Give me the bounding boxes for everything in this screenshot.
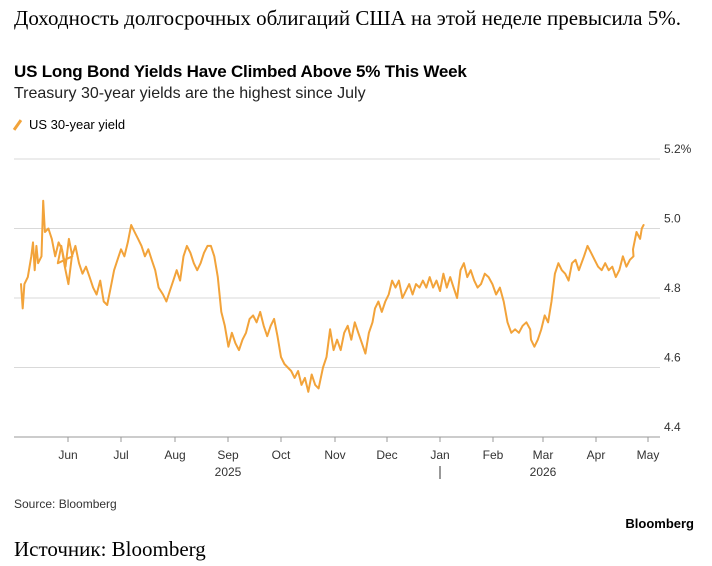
- x-tick-label: May: [637, 448, 660, 462]
- line-chart: 4.4 4.6 4.8 5.0 5.2% Jun Jul Aug Sep Oct Nov Dec Ja…: [14, 142, 692, 479]
- x-tick-label: Feb: [483, 448, 504, 462]
- chart-legend: US 30-year yield: [12, 117, 126, 132]
- source-note: Source: Bloomberg: [14, 497, 117, 511]
- chart-subtitle: Treasury 30-year yields are the highest …: [14, 85, 366, 102]
- x-year-label: 2025: [215, 465, 242, 479]
- x-tick-label: Jun: [58, 448, 77, 462]
- x-tick-label: Jul: [113, 448, 128, 462]
- y-tick-label: 4.6: [664, 351, 681, 365]
- y-tick-label: 4.4: [664, 420, 681, 434]
- x-tick-label: Mar: [533, 448, 554, 462]
- y-tick-label: 5.0: [664, 212, 681, 226]
- chart-title: US Long Bond Yields Have Climbed Above 5…: [14, 62, 467, 81]
- x-tick-label: Nov: [324, 448, 345, 462]
- article-caption: Источник: Bloomberg: [14, 537, 206, 561]
- brand-logo: Bloomberg: [625, 516, 694, 531]
- x-tick-label: Oct: [272, 448, 291, 462]
- legend-label: US 30-year yield: [29, 117, 126, 132]
- y-axis-tick-labels: 4.4 4.6 4.8 5.0 5.2%: [664, 142, 692, 434]
- y-tick-label: 4.8: [664, 281, 681, 295]
- y-tick-label: 5.2%: [664, 142, 692, 156]
- x-axis: Jun Jul Aug Sep Oct Nov Dec Jan Feb Mar Apr May 2025…: [58, 437, 659, 479]
- x-tick-label: Jan: [430, 448, 449, 462]
- x-tick-label: Dec: [376, 448, 397, 462]
- x-tick-label: Sep: [217, 448, 239, 462]
- series-line-us-30-year-yield: [20, 199, 645, 393]
- legend-swatch-icon: [12, 118, 23, 131]
- article-headline: Доходность долгосрочных облигаций США на…: [14, 6, 681, 30]
- x-year-label: 2026: [530, 465, 557, 479]
- gridlines: [14, 158, 660, 438]
- x-tick-label: Aug: [164, 448, 185, 462]
- x-tick-label: Apr: [587, 448, 606, 462]
